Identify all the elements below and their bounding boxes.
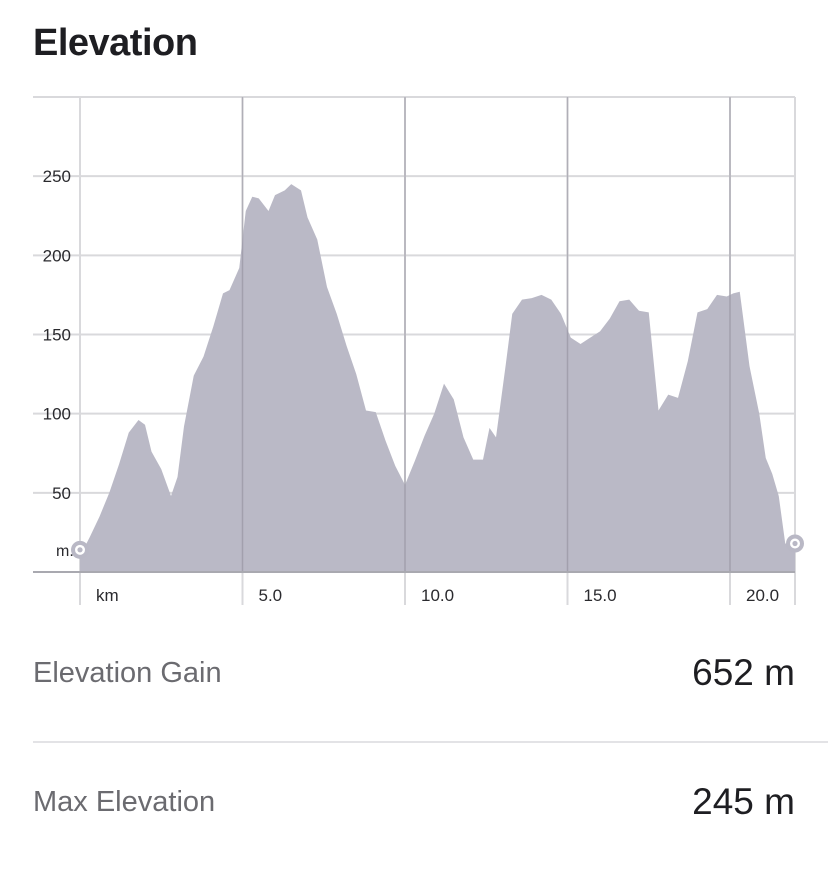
max-elevation-value: 245 m bbox=[692, 781, 795, 822]
x-tick-label: 20.0 bbox=[746, 586, 779, 605]
x-tick-label: 5.0 bbox=[259, 586, 283, 605]
y-tick-label: 50 bbox=[52, 484, 71, 503]
stats-divider bbox=[33, 741, 828, 743]
y-tick-label: 200 bbox=[43, 246, 71, 265]
elevation-gain-label: Elevation Gain bbox=[33, 656, 222, 689]
max-elevation-row: Max Elevation 245 m bbox=[33, 781, 795, 823]
elevation-area bbox=[33, 97, 795, 573]
y-tick-label: 250 bbox=[43, 167, 71, 186]
route-end-marker-dot bbox=[792, 540, 798, 547]
elevation-chart[interactable]: 50 100 150 200 250 m. km 5.0 10.0 15.0 20.0 bbox=[0, 90, 828, 610]
elevation-area-path bbox=[80, 184, 795, 572]
route-end-marker[interactable] bbox=[786, 534, 804, 553]
x-tick-label: 10.0 bbox=[421, 586, 454, 605]
y-unit-label: m. bbox=[56, 543, 74, 560]
y-tick-label: 100 bbox=[43, 405, 71, 424]
axis-labels: 50 100 150 200 250 m. km 5.0 10.0 15.0 20.0 bbox=[43, 167, 779, 605]
route-markers[interactable] bbox=[71, 534, 804, 559]
x-unit-label: km bbox=[96, 586, 119, 605]
max-elevation-label: Max Elevation bbox=[33, 785, 216, 818]
route-start-marker-dot bbox=[77, 547, 83, 553]
page-title: Elevation bbox=[33, 22, 198, 64]
elevation-gain-value: 652 m bbox=[692, 652, 795, 693]
y-tick-label: 150 bbox=[43, 326, 71, 345]
route-start-marker[interactable] bbox=[71, 540, 89, 559]
x-tick-label: 15.0 bbox=[584, 586, 617, 605]
elevation-gain-row: Elevation Gain 652 m bbox=[33, 652, 795, 694]
